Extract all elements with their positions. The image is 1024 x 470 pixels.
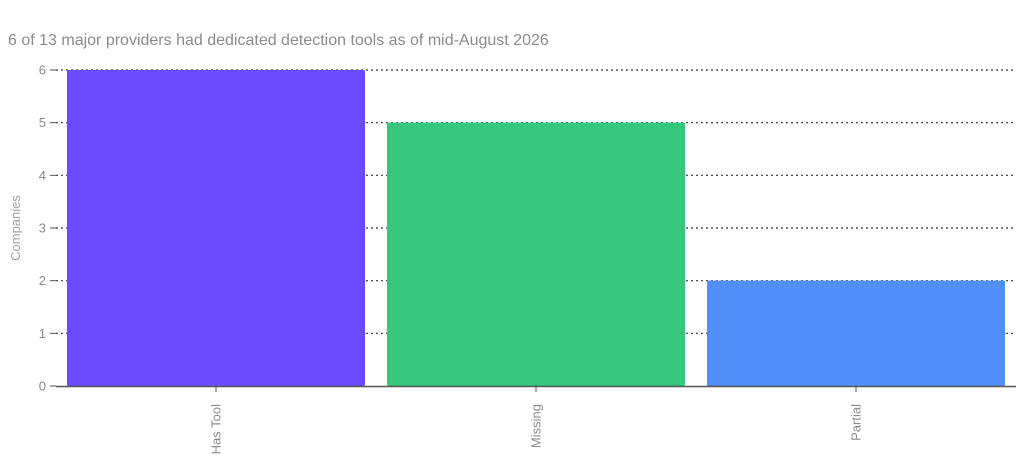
y-tick-label: 0 [39,379,46,394]
x-tick-label: Missing [529,404,544,448]
bar-missing[interactable] [387,122,685,387]
y-tick-label: 6 [39,63,46,78]
chart-title: Tool Availability Under GAITA [8,6,247,25]
y-tick-label: 5 [39,115,46,130]
x-tick-label: Has Tool [209,404,224,454]
bars [67,70,1005,387]
y-tick-label: 3 [39,221,46,236]
y-tick-label: 2 [39,273,46,288]
y-axis-title: Companies [8,195,23,261]
chart-subtitle: 6 of 13 major providers had dedicated de… [8,32,549,49]
y-tick-label: 4 [39,168,46,183]
bar-partial[interactable] [707,280,1005,386]
x-tick-label: Partial [849,404,864,441]
y-axis: 0 1 2 3 4 5 6 [39,63,56,394]
x-axis: Has Tool Missing Partial [209,386,864,454]
y-tick-label: 1 [39,326,46,341]
bar-has-tool[interactable] [67,70,365,386]
